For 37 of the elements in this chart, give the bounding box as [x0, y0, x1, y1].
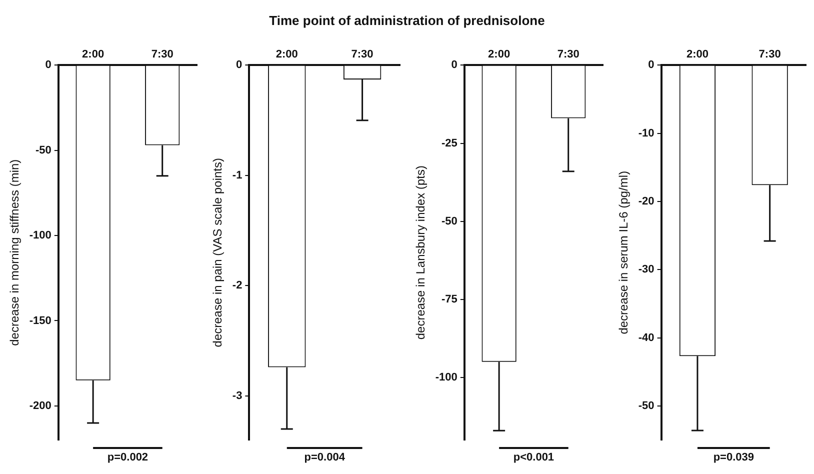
y-axis-title: decrease in morning stiffness (min) [8, 159, 22, 346]
x-tick-label: 2:00 [276, 48, 298, 61]
y-axis-title: decrease in Lansbury index (pts) [414, 166, 428, 340]
y-tick-label: -100 [29, 230, 52, 242]
text: p=0.002 [107, 452, 148, 464]
y-tick-label: -100 [435, 372, 458, 384]
x-tick-label: 2:00 [686, 48, 708, 61]
y-tick-label: -20 [638, 196, 654, 208]
text: p=0.004 [304, 452, 346, 464]
x-tick-label: 7:30 [557, 48, 580, 61]
x-tick-label: 7:30 [758, 48, 781, 61]
y-tick-label: 0 [236, 59, 242, 72]
y-tick-label: 0 [451, 59, 458, 72]
x-tick-label: 7:30 [151, 48, 174, 61]
y-tick-label: -3 [232, 390, 242, 402]
x-tick-label: 7:30 [351, 48, 374, 61]
y-tick-label: -40 [638, 332, 654, 344]
y-tick-label: -10 [638, 127, 654, 140]
y-tick-label: 0 [45, 59, 52, 72]
y-tick-label: -75 [442, 293, 458, 306]
x-tick-label: 2:00 [488, 48, 510, 61]
y-tick-label: -50 [442, 215, 458, 228]
y-tick-label: -25 [442, 137, 458, 150]
text: p<0.001 [513, 452, 554, 464]
y-tick-label: 0 [648, 59, 654, 72]
y-tick-label: -150 [29, 314, 52, 327]
y-tick-label: -1 [232, 169, 242, 182]
y-tick-label: -30 [638, 264, 654, 276]
y-tick-label: -50 [36, 144, 52, 156]
y-tick-label: -2 [232, 280, 242, 292]
y-tick-label: -200 [29, 400, 52, 412]
x-tick-label: 2:00 [82, 48, 104, 61]
y-tick-label: -50 [638, 400, 654, 412]
y-axis-title: decrease in serum IL-6 (pg/ml) [616, 170, 631, 334]
chart-title: Time point of administration of prednisolone [268, 12, 546, 30]
text: p=0.039 [713, 452, 754, 464]
y-axis-title: decrease in pain (VAS scale points) [210, 158, 225, 348]
